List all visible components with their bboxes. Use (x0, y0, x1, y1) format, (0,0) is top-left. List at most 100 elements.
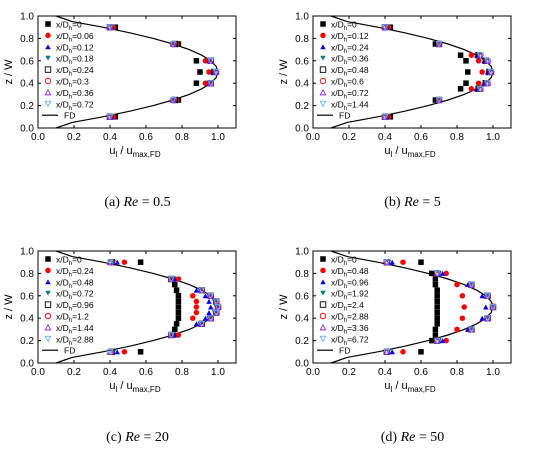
data-point (479, 315, 485, 321)
data-point (475, 80, 482, 86)
data-point (479, 69, 485, 75)
legend-marker (320, 267, 326, 274)
data-point (193, 304, 200, 310)
data-point (207, 315, 215, 322)
series-5 (108, 259, 222, 355)
data-point (490, 304, 496, 310)
legend-label: x/Dh=0 (56, 255, 82, 268)
legend-label: x/Dh=1.92 (331, 289, 369, 302)
legend-label: x/Dh=0.6 (331, 77, 364, 90)
series-8 (106, 24, 220, 121)
data-point (389, 259, 395, 265)
x-tick-label: 1.0 (211, 367, 225, 378)
y-tick-label: 0.2 (20, 101, 34, 112)
data-point (463, 58, 469, 64)
x-tick-label: 1.0 (486, 132, 500, 143)
data-point (106, 259, 114, 266)
series-3 (389, 259, 489, 355)
series-1 (112, 24, 203, 120)
data-point (175, 332, 182, 338)
data-point (475, 58, 482, 64)
data-point (193, 58, 200, 64)
data-point (175, 276, 182, 282)
series-6 (108, 259, 222, 355)
y-tick-label: 0.2 (295, 336, 309, 347)
data-point (484, 315, 491, 321)
data-point (207, 80, 215, 87)
data-point (436, 97, 442, 103)
plot-frame (37, 15, 237, 129)
legend-marker (319, 88, 327, 96)
y-tick-label: 1.0 (295, 12, 309, 23)
y-tick-label: 0.0 (20, 359, 34, 370)
y-tick-label: 0.4 (20, 314, 34, 325)
data-point (489, 304, 497, 311)
data-point (175, 315, 182, 321)
data-point (175, 298, 182, 305)
data-point (461, 304, 467, 310)
data-point (190, 293, 196, 299)
data-point (468, 282, 475, 288)
chart-panel-a: 0.0 0.2 0.4 0.6 0.8 1.0 0.0 0.2 0.4 0.6 0.8 1.0 ul /… (3, 12, 237, 159)
legend-marker (320, 32, 326, 39)
x-tick-label: 0.8 (175, 132, 189, 143)
data-point (167, 332, 175, 339)
x-axis-label: ul / umax,FD (384, 380, 435, 394)
series-4 (110, 259, 219, 355)
data-point (433, 270, 441, 277)
y-axis-label: z / W (278, 294, 290, 320)
data-point (381, 113, 389, 121)
series-2 (400, 259, 467, 355)
legend-marker (319, 301, 327, 308)
legend-marker (45, 32, 51, 39)
x-tick-label: 0.0 (31, 367, 45, 378)
data-point (193, 321, 200, 327)
legend-label: x/Dh=0.48 (331, 65, 369, 78)
y-axis-label: z / W (278, 59, 290, 85)
legend-label: x/Dh=0.24 (56, 65, 94, 78)
data-point (454, 281, 460, 288)
legend-marker (45, 44, 51, 50)
legend-marker (45, 55, 51, 61)
y-axis-label: z / W (3, 294, 15, 320)
data-point (167, 276, 175, 283)
data-point (435, 97, 443, 104)
data-point (435, 41, 443, 48)
legend-label: x/Dh=0.3 (56, 77, 89, 90)
data-point (137, 259, 144, 265)
y-tick-label: 1.0 (20, 12, 34, 23)
data-point (465, 69, 471, 75)
series-3 (114, 259, 214, 355)
data-point (207, 57, 215, 65)
data-point (137, 349, 144, 355)
x-tick-label: 0.4 (103, 367, 117, 378)
data-point (434, 304, 440, 310)
legend-label: x/Dh=1.2 (56, 312, 89, 325)
series-2 (110, 24, 212, 120)
data-point (484, 57, 492, 65)
x-axis-label: ul / umax,FD (384, 145, 435, 159)
y-tick-label: 0.8 (295, 34, 309, 45)
series-8 (106, 259, 222, 356)
legend-label: x/Dh=0.36 (331, 54, 369, 66)
y-tick-label: 0.6 (20, 56, 34, 67)
data-point (434, 293, 440, 299)
legend-label: x/Dh=0.18 (56, 54, 94, 66)
legend: x/Dh=0x/Dh=0.24x/Dh=0.48x/Dh=0.72x/Dh=0.… (42, 255, 94, 356)
data-point (400, 349, 406, 355)
data-point (207, 292, 215, 300)
data-point (202, 315, 209, 321)
legend-marker (44, 301, 52, 308)
x-tick-label: 0.4 (378, 132, 392, 143)
x-axis-label: ul / umax,FD (109, 380, 160, 394)
x-tick-label: 0.8 (175, 367, 189, 378)
y-tick-label: 0.0 (295, 124, 309, 135)
series-4 (384, 24, 493, 120)
legend-marker (319, 66, 327, 73)
legend-marker (320, 44, 326, 50)
legend-marker (319, 312, 327, 320)
legend-fd-label: FD (339, 346, 350, 356)
data-point (432, 332, 439, 338)
data-point (432, 41, 439, 47)
